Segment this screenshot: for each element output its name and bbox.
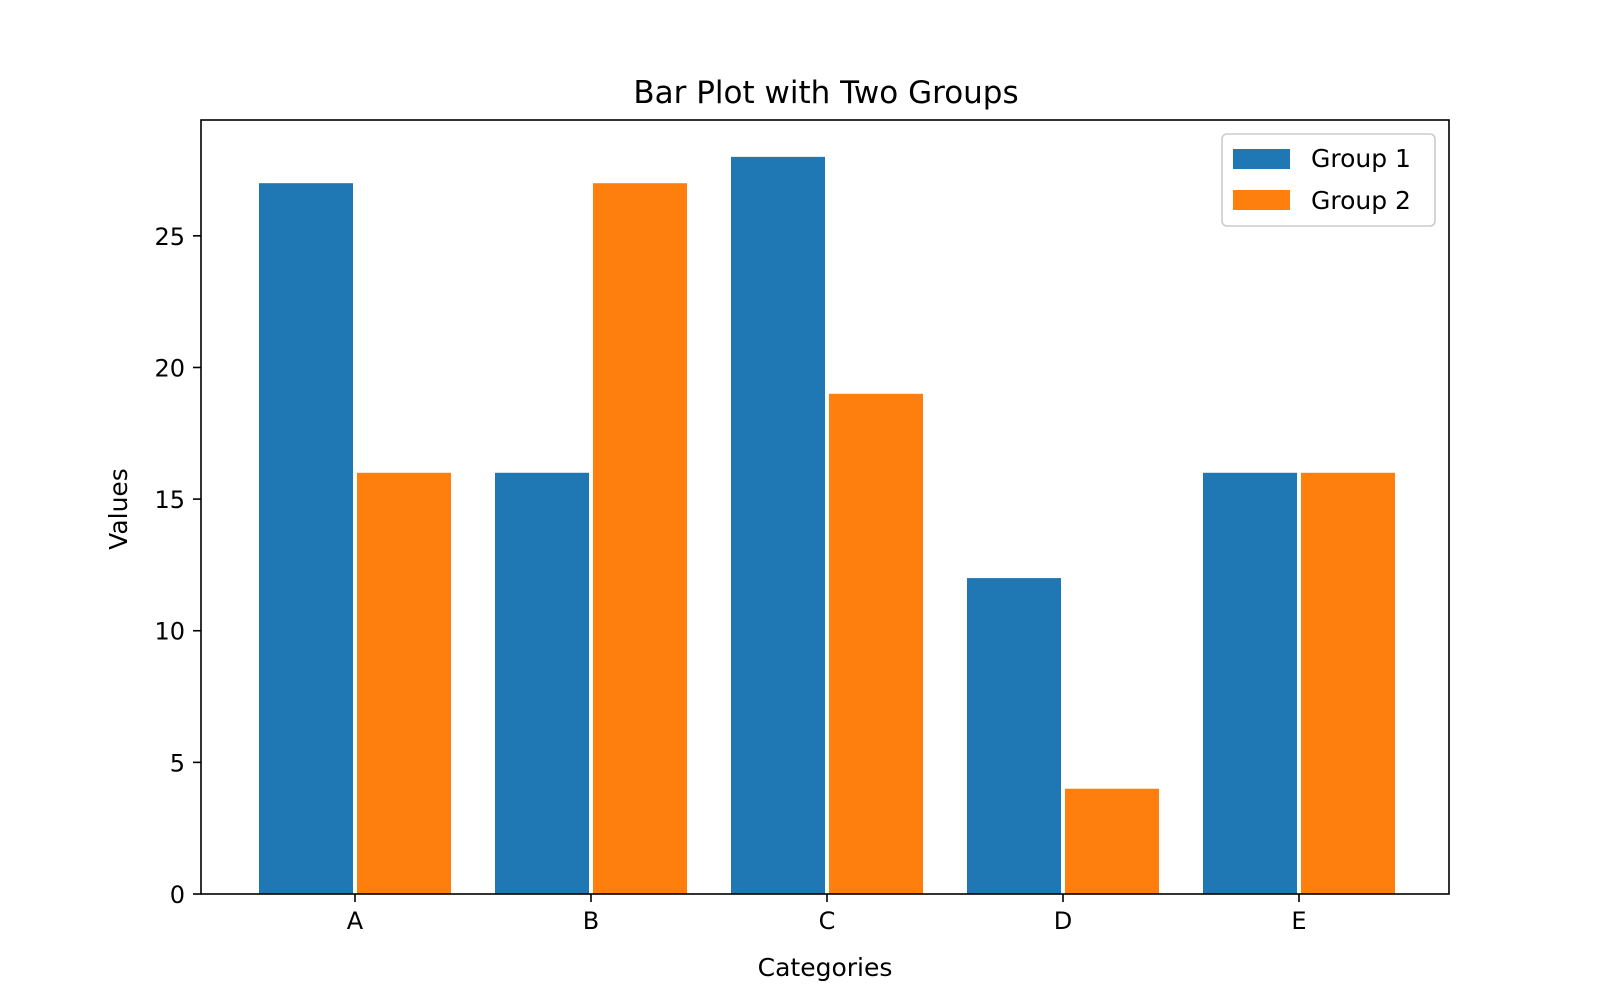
y-axis-ticks: 0 5 10 15 20 25 bbox=[154, 223, 201, 909]
y-tick-label-0: 0 bbox=[170, 881, 185, 909]
bar-b-series-2 bbox=[593, 183, 687, 895]
y-axis-label: Values bbox=[104, 468, 133, 550]
y-tick-label-20: 20 bbox=[154, 354, 185, 382]
y-tick-label-5: 5 bbox=[170, 749, 185, 777]
legend-label-group-1: Group 1 bbox=[1311, 144, 1411, 173]
y-tick-label-15: 15 bbox=[154, 486, 185, 514]
bar-d-series-2 bbox=[1065, 788, 1159, 894]
x-tick-label-b: B bbox=[583, 907, 599, 935]
y-tick-label-25: 25 bbox=[154, 223, 185, 251]
legend-swatch-group-1 bbox=[1233, 149, 1290, 169]
bar-a-series-1 bbox=[259, 183, 353, 895]
plot-area-frame bbox=[200, 119, 1450, 895]
legend-swatch-group-2 bbox=[1233, 190, 1290, 210]
bar-e-series-1 bbox=[1203, 472, 1297, 894]
x-axis-label: Categories bbox=[758, 953, 893, 982]
bar-d-series-1 bbox=[967, 578, 1061, 894]
bar-a-series-2 bbox=[357, 472, 451, 894]
legend-label-group-2: Group 2 bbox=[1311, 186, 1411, 215]
bar-c-series-2 bbox=[829, 393, 923, 894]
x-tick-label-c: C bbox=[819, 907, 836, 935]
x-tick-label-e: E bbox=[1291, 907, 1306, 935]
x-tick-label-d: D bbox=[1054, 907, 1072, 935]
bar-e-series-2 bbox=[1301, 472, 1395, 894]
bar-c-series-1 bbox=[731, 156, 825, 894]
bars-layer bbox=[259, 156, 1395, 895]
y-tick-label-10: 10 bbox=[154, 618, 185, 646]
legend: Group 1 Group 2 bbox=[1221, 133, 1436, 227]
bar-b-series-1 bbox=[495, 472, 589, 894]
x-axis-ticks: A B C D E bbox=[347, 894, 1307, 935]
chart-title: Bar Plot with Two Groups bbox=[633, 75, 1018, 111]
x-tick-label-a: A bbox=[347, 907, 364, 935]
